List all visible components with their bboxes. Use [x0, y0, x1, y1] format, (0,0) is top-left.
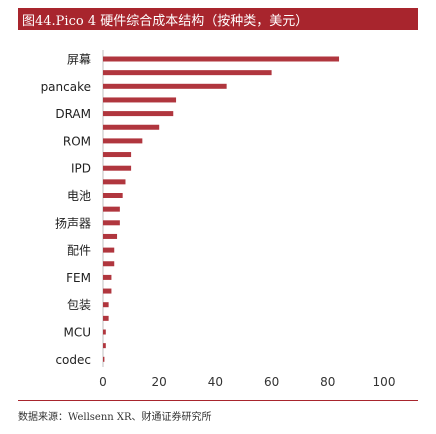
- category-label: 包装: [67, 298, 91, 312]
- bar: [103, 97, 177, 103]
- x-tick-label: 80: [320, 375, 335, 389]
- bar: [103, 152, 132, 158]
- category-label: ROM: [63, 134, 91, 148]
- category-label: pancake: [41, 80, 91, 94]
- bar: [103, 124, 160, 130]
- bar: [103, 356, 105, 362]
- bar: [103, 193, 123, 198]
- bar: [103, 343, 106, 349]
- x-tick-label: 60: [264, 375, 279, 389]
- bar: [103, 315, 109, 321]
- bar: [103, 247, 115, 253]
- bar: [103, 165, 132, 171]
- bar: [103, 56, 340, 62]
- title-bar: 图44.Pico 4 硬件综合成本结构（按种类，美元）: [18, 8, 418, 30]
- bar: [103, 288, 112, 294]
- bar: [103, 179, 126, 185]
- category-label: codec: [55, 353, 91, 367]
- category-label: DRAM: [55, 107, 91, 121]
- chart-title: 图44.Pico 4 硬件综合成本结构（按种类，美元）: [22, 13, 309, 29]
- x-tick-label: 100: [373, 375, 396, 389]
- bar: [103, 233, 118, 239]
- bar: [103, 138, 143, 144]
- bar: [103, 220, 120, 226]
- bar: [103, 302, 109, 308]
- x-tick-label: 20: [152, 375, 167, 389]
- bar: [103, 206, 120, 212]
- category-label: IPD: [71, 162, 91, 176]
- category-label: FEM: [66, 271, 91, 285]
- bar: [103, 274, 112, 280]
- footer-rule: [18, 400, 418, 401]
- category-label: MCU: [63, 326, 91, 340]
- category-label: 扬声器: [55, 215, 91, 230]
- bar: [103, 329, 106, 335]
- source-note: 数据来源：Wellsenn XR、财通证券研究所: [18, 412, 212, 423]
- x-tick-label: 40: [208, 375, 223, 389]
- category-label: 配件: [67, 244, 91, 258]
- bar: [103, 83, 227, 89]
- bar: [103, 70, 272, 76]
- bar: [103, 111, 174, 117]
- category-label: 电池: [67, 189, 91, 203]
- category-label: 屏幕: [67, 53, 91, 67]
- bar: [103, 261, 115, 267]
- x-tick-label: 0: [99, 375, 107, 389]
